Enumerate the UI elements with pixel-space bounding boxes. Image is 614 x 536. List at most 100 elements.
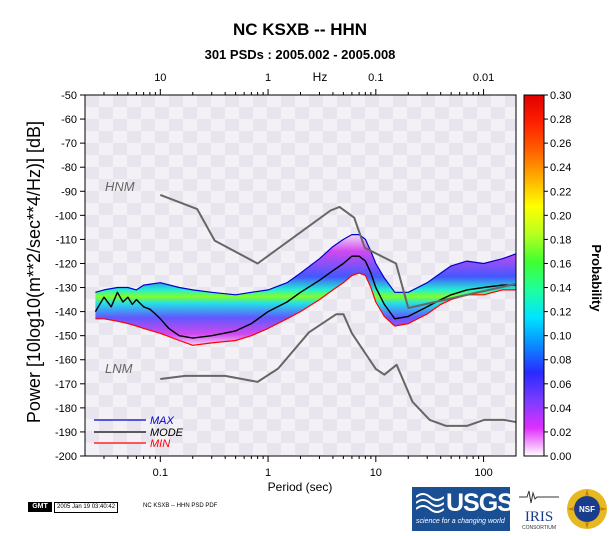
grid-cell (323, 227, 337, 239)
top-axis: 10 1 0.1 0.01 (154, 72, 494, 95)
grid-cell (463, 179, 477, 191)
grid-cell (309, 191, 323, 203)
y-tick-label: -80 (61, 162, 77, 174)
y-tick-label: -60 (61, 114, 77, 126)
grid-cell (393, 143, 407, 155)
grid-cell (155, 203, 169, 215)
grid-cell (337, 407, 351, 419)
grid-cell (141, 167, 155, 179)
colorbar-tick-label: 0.16 (550, 258, 571, 270)
grid-cell (211, 155, 225, 167)
grid-cell (407, 443, 421, 455)
usgs-logo: USGS science for a changing world (412, 487, 514, 531)
series-mode-line (94, 255, 516, 339)
grid-cell (323, 395, 337, 407)
grid-cell (337, 455, 351, 456)
grid-cell (197, 95, 211, 107)
grid-cell (449, 359, 463, 371)
grid-cell (225, 431, 239, 443)
grid-cell (197, 167, 211, 179)
grid-cell (505, 215, 516, 227)
grid-cell (351, 419, 365, 431)
grid-cell (379, 131, 393, 143)
grid-cell (155, 251, 169, 263)
grid-cell (85, 239, 99, 251)
grid-cell (463, 107, 477, 119)
grid-cell (211, 443, 225, 455)
grid-cell (155, 371, 169, 383)
y-tick-label: -140 (55, 307, 77, 319)
grid-cell (239, 395, 253, 407)
grid-cell (337, 167, 351, 179)
grid-cell (337, 191, 351, 203)
grid-cell (169, 143, 183, 155)
grid-cell (281, 95, 295, 107)
series-max-line (95, 234, 516, 296)
lnm-annotation: LNM (105, 361, 133, 376)
grid-cell (99, 347, 113, 359)
y-axis: -50 -60 -70 -80 -90 -100 -110 -120 -130 -140 -150 -… (55, 90, 85, 463)
grid-cell (155, 179, 169, 191)
grid-cell (267, 443, 281, 455)
grid-cell (281, 455, 295, 456)
grid-cell (463, 347, 477, 359)
grid-cell (463, 395, 477, 407)
grid-cell (295, 107, 309, 119)
x-tick-label: 0.1 (153, 467, 168, 479)
colorbar-tick-label: 0.26 (550, 138, 571, 150)
grid-cell (295, 179, 309, 191)
grid-cell (505, 431, 516, 443)
grid-cell (449, 95, 463, 107)
grid-cell (505, 95, 516, 107)
grid-cell (239, 203, 253, 215)
grid-cell (253, 239, 267, 251)
grid-cell (211, 347, 225, 359)
grid-cell (253, 455, 267, 456)
grid-cell (211, 251, 225, 263)
grid-cell (113, 455, 127, 456)
grid-cell (141, 455, 155, 456)
grid-cell (267, 395, 281, 407)
grid-cell (379, 323, 393, 335)
grid-cell (407, 131, 421, 143)
grid-cell (309, 359, 323, 371)
grid-cell (169, 407, 183, 419)
grid-cell (449, 191, 463, 203)
grid-cell (365, 191, 379, 203)
grid-cell (211, 395, 225, 407)
grid-cell (323, 323, 337, 335)
x-axis: 0.1 1 10 100 (103, 92, 493, 479)
grid-cell (183, 155, 197, 167)
grid-cell (127, 131, 141, 143)
grid-cell (253, 263, 267, 275)
grid-cell (239, 131, 253, 143)
grid-cell (351, 347, 365, 359)
probability-density-band (95, 234, 516, 346)
colorbar: 0.00 0.02 0.04 0.06 0.08 0.10 0.12 0.14 0.16 0.18… (523, 90, 604, 463)
colorbar-ramp (523, 94, 545, 457)
grid-cell (435, 251, 449, 263)
grid-cell (351, 155, 365, 167)
grid-cell (225, 215, 239, 227)
grid-cell (463, 443, 477, 455)
grid-cell (449, 119, 463, 131)
grid-cell (295, 419, 309, 431)
grid-cell (113, 95, 127, 107)
grid-cell (281, 191, 295, 203)
grid-cell (421, 359, 435, 371)
grid-cell (435, 203, 449, 215)
legend: MAX MODE MIN (94, 415, 184, 450)
grid-cell (155, 107, 169, 119)
iris-seismogram-icon (519, 490, 559, 504)
series-min-line (95, 272, 516, 346)
grid-cell (239, 443, 253, 455)
grid-cell (253, 383, 267, 395)
grid-cell (421, 239, 435, 251)
grid-cell (295, 203, 309, 215)
y-tick-label: -110 (56, 234, 77, 246)
grid-cell (393, 383, 407, 395)
grid-cell (99, 203, 113, 215)
grid-cell (309, 455, 323, 456)
grid-cell (393, 431, 407, 443)
grid-cell (85, 335, 99, 347)
